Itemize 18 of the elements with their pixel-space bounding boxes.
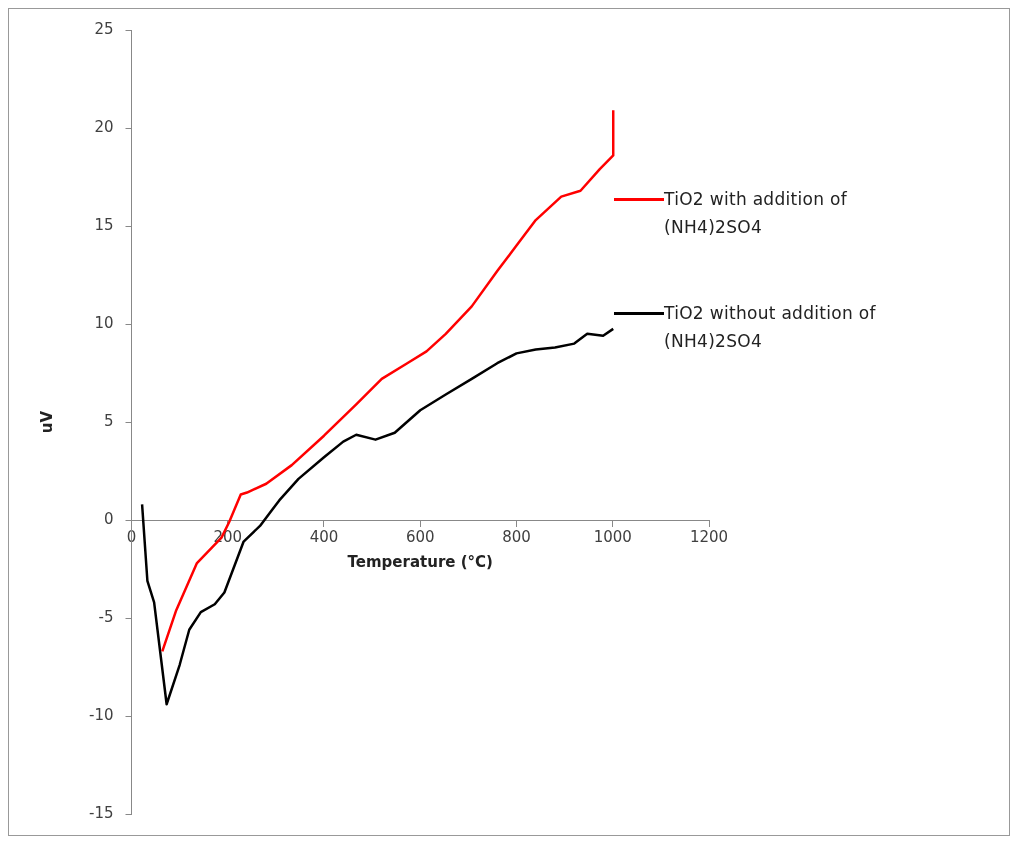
x-tick-label: 1200 bbox=[689, 527, 729, 546]
y-tick-label: -15 bbox=[89, 803, 114, 822]
y-axis-title: uV bbox=[37, 410, 56, 434]
legend-label: TiO2 without addition of (NH4)2SO4 bbox=[664, 302, 877, 353]
y-tick-label: 0 bbox=[103, 509, 114, 528]
y-tick-label: -5 bbox=[98, 607, 114, 626]
x-tick-label: 800 bbox=[502, 527, 531, 546]
y-tick-label: -10 bbox=[89, 705, 114, 724]
y-tick-label: 15 bbox=[94, 215, 114, 234]
y-tick-label: 5 bbox=[103, 411, 114, 430]
y-tick-label: 20 bbox=[94, 117, 114, 136]
x-tick-label: 400 bbox=[309, 527, 339, 546]
y-tick-label: 25 bbox=[94, 19, 114, 38]
x-tick-label: 1000 bbox=[593, 527, 632, 546]
x-tick-label: 600 bbox=[405, 527, 435, 546]
legend-label: TiO2 with addition of (NH4)2SO4 bbox=[664, 188, 849, 239]
y-tick-label: 10 bbox=[94, 313, 114, 332]
x-axis-title: Temperature (°C) bbox=[347, 552, 493, 571]
